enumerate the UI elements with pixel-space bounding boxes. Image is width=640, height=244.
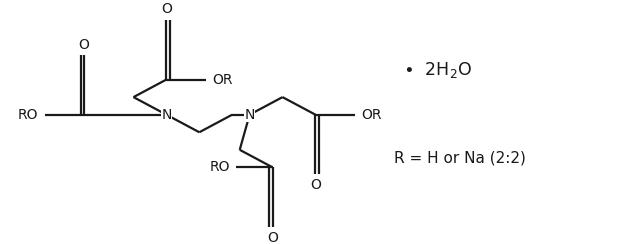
Text: O: O	[310, 178, 321, 192]
Text: OR: OR	[212, 72, 233, 87]
Text: RO: RO	[209, 160, 230, 174]
Text: $\bullet$  2H$_2$O: $\bullet$ 2H$_2$O	[403, 60, 472, 80]
Text: OR: OR	[362, 108, 382, 122]
Text: R = H or Na (2:2): R = H or Na (2:2)	[394, 150, 525, 165]
Text: O: O	[267, 231, 278, 244]
Text: N: N	[161, 108, 172, 122]
Text: O: O	[79, 38, 90, 51]
Text: N: N	[244, 108, 255, 122]
Text: RO: RO	[18, 108, 38, 122]
Text: O: O	[161, 2, 172, 16]
